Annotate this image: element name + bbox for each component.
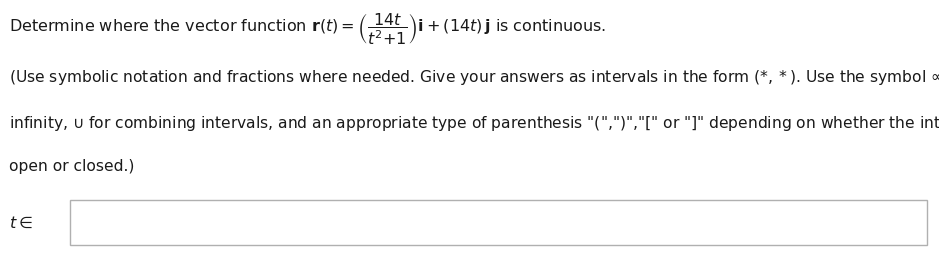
FancyBboxPatch shape	[70, 200, 927, 245]
Text: $t \in$: $t \in$	[9, 216, 34, 231]
Text: infinity, $\cup$ for combining intervals, and an appropriate type of parenthesis: infinity, $\cup$ for combining intervals…	[9, 114, 939, 133]
Text: open or closed.): open or closed.)	[9, 159, 135, 174]
Text: (Use symbolic notation and fractions where needed. Give your answers as interval: (Use symbolic notation and fractions whe…	[9, 68, 939, 87]
Text: Determine where the vector function $\mathbf{r}(t) = \left(\dfrac{14t}{t^2{+}1}\: Determine where the vector function $\ma…	[9, 12, 607, 48]
